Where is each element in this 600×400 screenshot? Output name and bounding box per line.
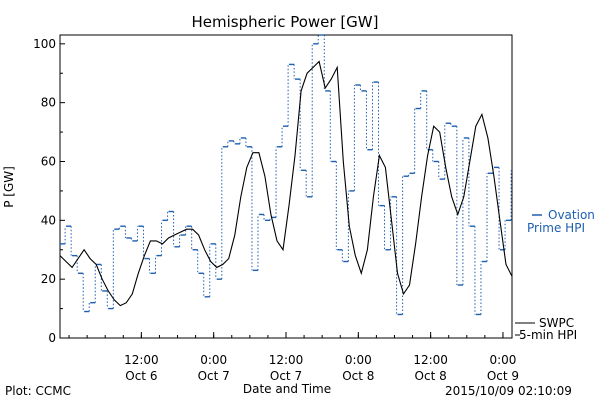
x-tick-date: Oct 8 bbox=[415, 369, 447, 383]
y-tick-label: 20 bbox=[41, 272, 56, 286]
y-tick-label: 100 bbox=[33, 37, 56, 51]
y-axis: 0 20 40 60 80 100 bbox=[33, 37, 65, 345]
swpc-series-line bbox=[59, 60, 513, 307]
footer-timestamp: 2015/10/09 02:10:09 bbox=[445, 384, 572, 398]
series-layer bbox=[59, 34, 513, 316]
x-tick-time: 0:00 bbox=[345, 353, 372, 367]
chart-title: Hemispheric Power [GW] bbox=[192, 13, 379, 31]
x-tick-date: Oct 6 bbox=[125, 369, 157, 383]
legend-ovation: Ovation Prime HPI bbox=[527, 208, 595, 235]
x-tick-time: 12:00 bbox=[413, 353, 448, 367]
x-tick-time: 0:00 bbox=[200, 353, 227, 367]
y-axis-label: P [GW] bbox=[2, 166, 16, 208]
y-tick-label: 0 bbox=[48, 331, 56, 345]
footer-credit: Plot: CCMC bbox=[5, 384, 71, 398]
x-tick-date: Oct 9 bbox=[487, 369, 519, 383]
y-tick-label: 80 bbox=[41, 96, 56, 110]
plot-frame bbox=[59, 34, 513, 339]
y-tick-label: 60 bbox=[41, 154, 56, 168]
x-tick-date: Oct 7 bbox=[198, 369, 230, 383]
legend-swpc-label-1: SWPC bbox=[539, 316, 574, 330]
legend-ovation-label-2: Prime HPI bbox=[527, 221, 585, 235]
legend-swpc: SWPC 5-min HPI bbox=[515, 316, 577, 342]
x-tick-time: 12:00 bbox=[124, 353, 159, 367]
legend-swpc-label-2: 5-min HPI bbox=[519, 328, 577, 342]
x-tick-date: Oct 7 bbox=[270, 369, 302, 383]
x-tick-time: 0:00 bbox=[489, 353, 516, 367]
x-axis: 12:00 Oct 6 0:00 Oct 7 12:00 Oct 7 0:00 Oct 8 12… bbox=[68, 332, 519, 383]
y-tick-label: 40 bbox=[41, 213, 56, 227]
x-axis-label: Date and Time bbox=[243, 382, 331, 396]
legend-ovation-label-1: Ovation bbox=[548, 208, 595, 222]
x-tick-date: Oct 8 bbox=[342, 369, 374, 383]
x-tick-time: 12:00 bbox=[269, 353, 304, 367]
